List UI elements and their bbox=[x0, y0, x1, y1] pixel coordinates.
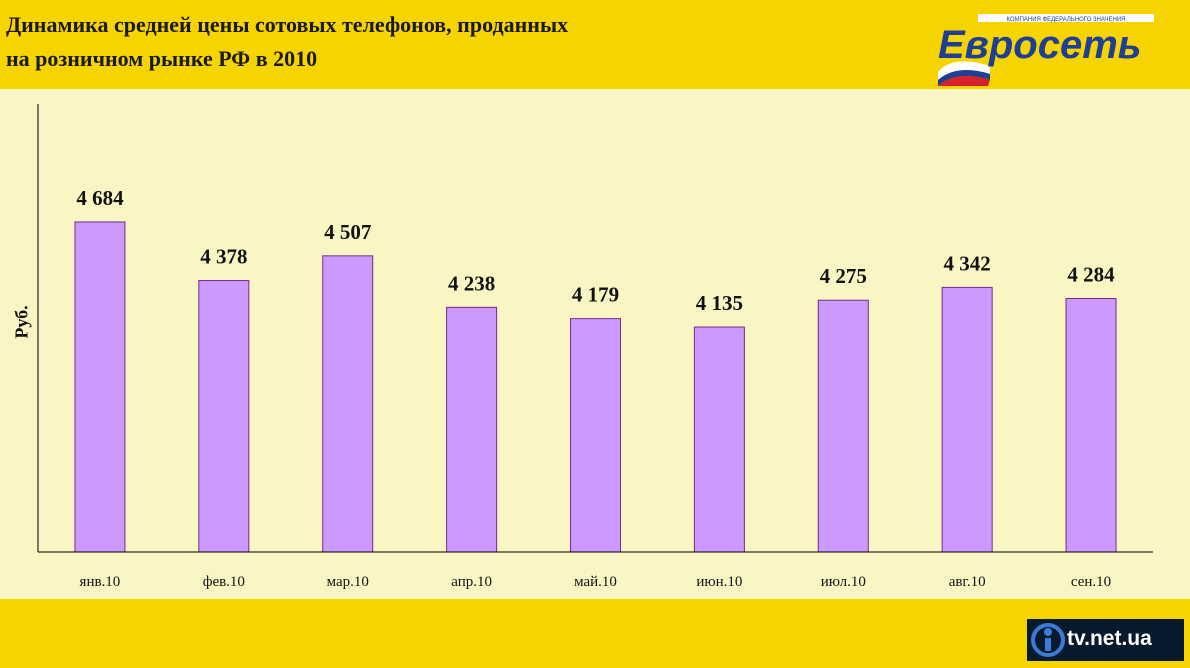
value-label-2: 4 507 bbox=[324, 220, 371, 244]
bar-1 bbox=[198, 280, 250, 553]
category-label-6: июл.10 bbox=[821, 574, 866, 590]
bar-0 bbox=[74, 221, 126, 553]
logo-flag-white bbox=[938, 61, 990, 80]
bar-4 bbox=[570, 318, 621, 553]
value-label-7: 4 342 bbox=[944, 251, 991, 275]
evroset-logo: КОМПАНИЯ ФЕДЕРАЛЬНОГО ЗНАЧЕНИЯ Евросеть bbox=[938, 14, 1154, 86]
chart-title-line-1: Динамика средней цены сотовых телефонов,… bbox=[6, 12, 569, 37]
category-label-1: фев.10 bbox=[203, 574, 245, 590]
footer-band bbox=[0, 599, 1190, 668]
category-labels-group: янв.10 фев.10 мар.10 апр.10 май.10 июн.10 июл.… bbox=[80, 574, 1112, 590]
category-label-8: сен.10 bbox=[1071, 574, 1111, 590]
logo-tagline-strip bbox=[978, 14, 1154, 22]
bar-5 bbox=[693, 326, 745, 553]
logo-flag-red bbox=[938, 76, 990, 86]
bar-6 bbox=[817, 299, 869, 553]
bar-7 bbox=[941, 286, 993, 553]
chart-header: Динамика средней цены сотовых телефонов,… bbox=[0, 0, 1190, 88]
value-label-6: 4 275 bbox=[820, 264, 867, 288]
category-label-5: июн.10 bbox=[696, 574, 742, 590]
value-labels-group: 4 684 4 378 4 507 4 238 4 179 4 135 4 275 4 342… bbox=[76, 186, 1115, 315]
value-label-0: 4 684 bbox=[76, 186, 124, 210]
value-label-3: 4 238 bbox=[448, 271, 495, 295]
category-label-3: апр.10 bbox=[451, 574, 492, 590]
category-label-0: янв.10 bbox=[80, 574, 121, 590]
bar-8 bbox=[1065, 298, 1117, 553]
watermark-text: tv.net.ua bbox=[1067, 627, 1152, 650]
chart-title-line-2: на розничном рынке РФ в 2010 bbox=[6, 46, 318, 71]
logo-flag-blue bbox=[938, 70, 990, 86]
category-label-4: май.10 bbox=[574, 574, 617, 590]
value-label-1: 4 378 bbox=[200, 245, 247, 269]
category-label-2: мар.10 bbox=[327, 574, 369, 590]
value-label-8: 4 284 bbox=[1067, 263, 1115, 287]
value-label-5: 4 135 bbox=[696, 291, 743, 315]
bar-3 bbox=[446, 306, 498, 553]
bar-2 bbox=[322, 255, 374, 553]
category-label-7: авг.10 bbox=[949, 574, 986, 590]
watermark-logo-icon bbox=[1031, 623, 1065, 657]
logo-tagline: КОМПАНИЯ ФЕДЕРАЛЬНОГО ЗНАЧЕНИЯ bbox=[1006, 17, 1125, 23]
logo-wordmark: Евросеть bbox=[938, 23, 1142, 67]
tv-net-watermark: tv.net.ua bbox=[1027, 619, 1184, 661]
value-label-4: 4 179 bbox=[572, 283, 619, 307]
